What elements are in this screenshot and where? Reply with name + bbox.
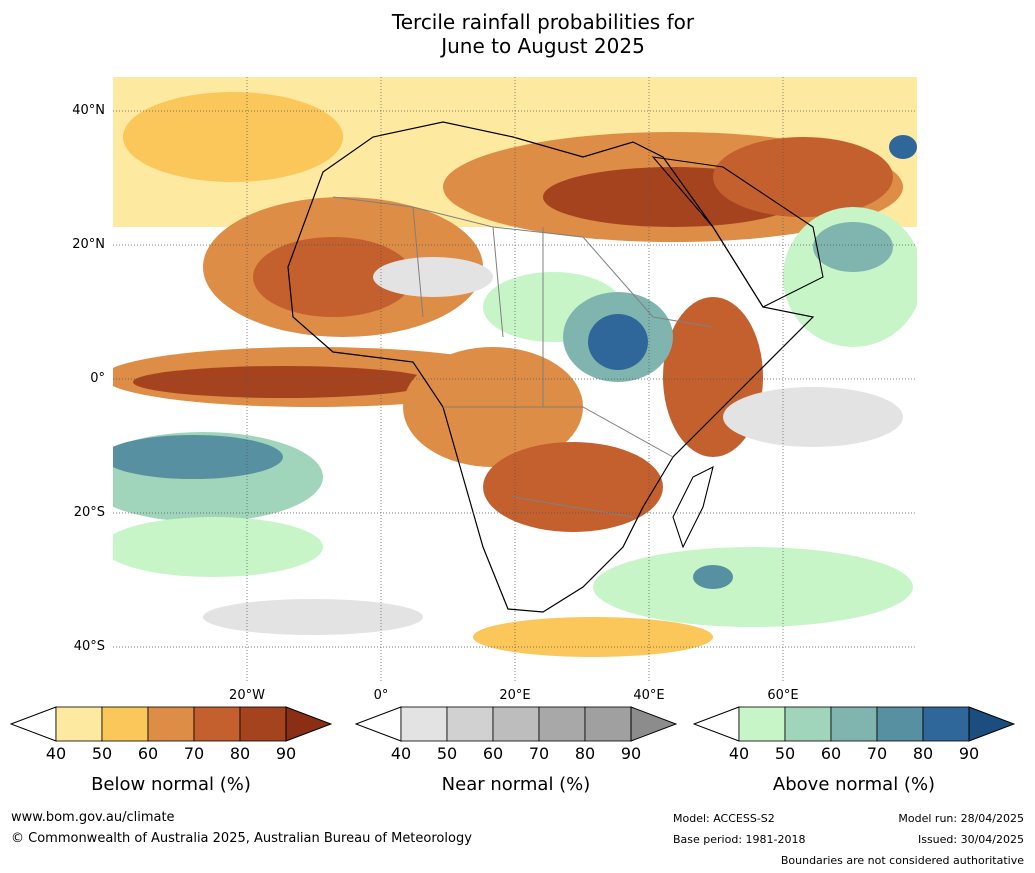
above-normal-label: Above normal (%): [772, 774, 936, 795]
near-tick-50: 50: [436, 744, 458, 763]
legend-near-normal: 40 50 60 70 80 90 Near normal (%): [354, 706, 678, 795]
above-tick-90: 90: [958, 744, 980, 763]
footer-copyright: © Commonwealth of Australia 2025, Austra…: [11, 831, 472, 846]
lat-label-40s: 40°S: [73, 639, 105, 654]
shade-near-sahara: [373, 257, 493, 297]
footer-issued: Issued: 30/04/2025: [917, 833, 1024, 846]
shade-mauritania: [253, 237, 413, 317]
legend-below-normal: 40 50 60 70 80 90 Below normal (%): [9, 706, 333, 795]
shade-equatorial-core: [133, 366, 433, 398]
above-tick-70: 70: [866, 744, 888, 763]
title-line-1: Tercile rainfall probabilities for: [391, 10, 695, 34]
shade-iran: [713, 137, 893, 217]
map-title: Tercile rainfall probabilities for June …: [0, 10, 1035, 58]
africa-coastline: [287, 121, 815, 613]
shade-above-indian-south: [593, 547, 913, 627]
shade-above-ethiopia-core: [588, 314, 648, 370]
above-tick-60: 60: [820, 744, 842, 763]
above-tick-40: 40: [728, 744, 750, 763]
colorbar-below: [9, 706, 333, 742]
footer-url[interactable]: www.bom.gov.au/climate: [11, 810, 175, 825]
footer-boundaries-note: Boundaries are not considered authoritat…: [780, 854, 1024, 867]
footer-model-run: Model run: 28/04/2025: [898, 812, 1024, 825]
shade-above-sa-core: [113, 435, 283, 479]
below-tick-70: 70: [183, 744, 205, 763]
shade-atlantic-north: [123, 92, 343, 182]
near-tick-60: 60: [482, 744, 504, 763]
shade-above-sa-south: [113, 517, 323, 577]
title-line-2: June to August 2025: [441, 34, 645, 58]
lon-label-0: 0°: [373, 688, 389, 703]
near-tick-90: 90: [620, 744, 642, 763]
above-tick-50: 50: [774, 744, 796, 763]
near-normal-label: Near normal (%): [441, 774, 591, 795]
lon-label-40e: 40°E: [633, 688, 665, 703]
colorbar-near: [354, 706, 678, 742]
near-tick-80: 80: [574, 744, 596, 763]
graticule: [113, 77, 917, 681]
near-tick-40: 40: [390, 744, 412, 763]
lon-label-20e: 20°E: [499, 688, 531, 703]
madagascar-coastline: [672, 465, 714, 549]
shade-above-caspian: [889, 135, 917, 159]
lon-label-20w: 20°W: [229, 688, 265, 703]
lat-label-40n: 40°N: [72, 103, 105, 118]
shade-near-indian: [723, 387, 903, 447]
footer-base-period: Base period: 1981-2018: [673, 833, 806, 846]
below-tick-50: 50: [91, 744, 113, 763]
shade-near-south-atlantic: [203, 599, 423, 635]
shade-below-south-ocean: [473, 617, 713, 657]
shade-above-india-core: [813, 222, 893, 272]
below-tick-40: 40: [45, 744, 67, 763]
shade-southern-africa: [483, 442, 663, 532]
lon-label-60e: 60°E: [767, 688, 799, 703]
below-tick-90: 90: [275, 744, 297, 763]
lat-label-20n: 20°N: [72, 237, 105, 252]
near-tick-70: 70: [528, 744, 550, 763]
colorbar-above: [692, 706, 1016, 742]
below-tick-60: 60: [137, 744, 159, 763]
legend-above-normal: 40 50 60 70 80 90 Above normal (%): [692, 706, 1016, 795]
lat-label-20s: 20°S: [73, 505, 105, 520]
shade-above-indian-spot: [693, 565, 733, 589]
rainfall-probability-map: [113, 77, 917, 681]
below-tick-80: 80: [229, 744, 251, 763]
lat-label-0: 0°: [90, 371, 105, 386]
below-normal-label: Below normal (%): [91, 774, 251, 795]
above-tick-80: 80: [912, 744, 934, 763]
country-borders: [332, 196, 714, 518]
footer-model: Model: ACCESS-S2: [673, 812, 775, 825]
arabia-coastline: [651, 156, 824, 308]
